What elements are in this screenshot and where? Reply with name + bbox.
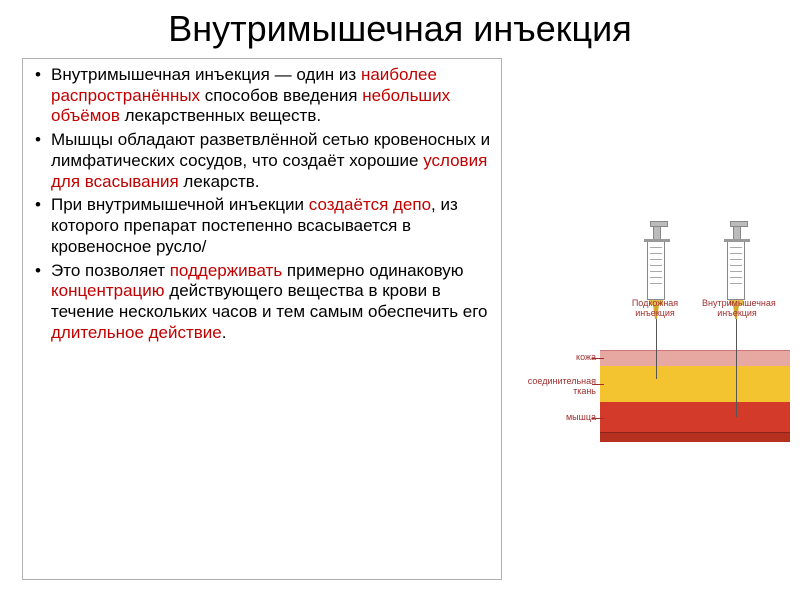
label-muscle: мышца	[518, 412, 596, 422]
text: способов введения	[200, 86, 362, 105]
text: лекарств.	[179, 172, 260, 191]
syringe-intramuscular	[725, 240, 747, 417]
label-line	[592, 384, 604, 385]
label-connective: соединительная ткань	[518, 376, 596, 396]
muscle-layer	[600, 402, 790, 432]
syringe-scale-icon	[650, 247, 662, 293]
highlight-text: концентрацию	[51, 281, 165, 300]
skin-layer	[600, 350, 790, 366]
syringe-barrel-icon	[727, 240, 745, 300]
bullet-list: Внутримышечная инъекция — один из наибол…	[33, 65, 491, 344]
text: примерно одинаковую	[282, 261, 463, 280]
text: Внутримышечная инъекция — один из	[51, 65, 361, 84]
text: лекарственных веществ.	[120, 106, 321, 125]
page-title: Внутримышечная инъекция	[0, 0, 800, 56]
connective-layer	[600, 366, 790, 402]
syringe-barrel-icon	[647, 240, 665, 300]
text: При внутримышечной инъекции	[51, 195, 309, 214]
text: .	[222, 323, 227, 342]
syringe-flange-icon	[644, 239, 670, 242]
text-panel: Внутримышечная инъекция — один из наибол…	[22, 58, 502, 580]
bullet-item: Это позволяет поддерживать примерно один…	[33, 261, 491, 344]
label-line	[592, 418, 604, 419]
needle-icon	[656, 319, 657, 379]
bullet-item: При внутримышечной инъекции создаётся де…	[33, 195, 491, 257]
needle-icon	[736, 319, 737, 417]
label-line	[592, 358, 604, 359]
highlight-text: длительное действие	[51, 323, 222, 342]
label-intramuscular: Внутримышечная инъекция	[702, 298, 772, 318]
syringe-scale-icon	[730, 247, 742, 293]
bullet-item: Внутримышечная инъекция — один из наибол…	[33, 65, 491, 127]
label-subcutaneous: Подкожная инъекция	[620, 298, 690, 318]
injection-diagram: кожа соединительная ткань мышца Подкожна…	[520, 200, 790, 480]
highlight-text: поддерживать	[170, 261, 282, 280]
highlight-text: создаётся депо	[309, 195, 431, 214]
text: Это позволяет	[51, 261, 170, 280]
muscle-dark-layer	[600, 432, 790, 442]
syringe-flange-icon	[724, 239, 750, 242]
label-skin: кожа	[518, 352, 596, 362]
bullet-item: Мышцы обладают разветвлённой сетью крове…	[33, 130, 491, 192]
